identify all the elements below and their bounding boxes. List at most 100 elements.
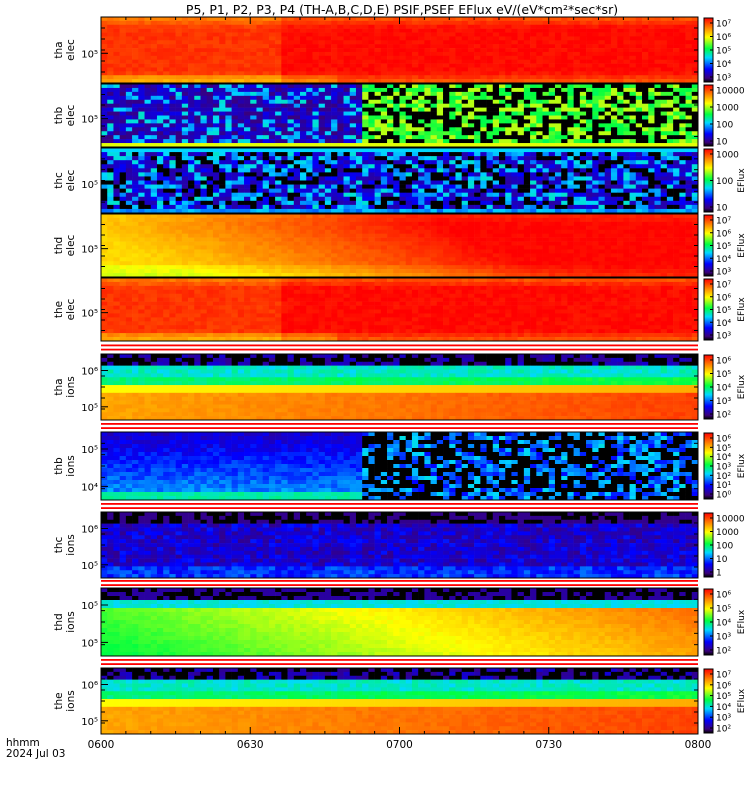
heatmap-cell [586,59,593,64]
heatmap-cell [542,139,550,144]
heatmap-cell [579,184,587,189]
heatmap-cell [617,115,624,120]
heatmap-cell [411,28,419,33]
heatmap-cell [237,51,245,57]
heatmap-cell [685,20,693,26]
heatmap-cell [281,156,288,161]
heatmap-cell [113,48,120,53]
heatmap-cell [561,20,568,26]
heatmap-cell [573,91,581,97]
heatmap-cell [617,17,624,22]
heatmap-cell [505,71,512,76]
heatmap-cell [660,160,668,165]
heatmap-cell [212,172,220,177]
heatmap-cell [411,184,419,189]
heatmap-cell [536,180,543,185]
heatmap-cell [293,55,301,60]
heatmap-cell [455,17,462,22]
heatmap-cell [113,217,120,223]
heatmap-cell [629,36,637,41]
heatmap-cell [474,176,481,181]
heatmap-cell [505,208,512,214]
heatmap-cell [436,119,444,124]
heatmap-cell [430,36,438,41]
heatmap-cell [505,156,512,161]
heatmap-cell [673,135,680,140]
heatmap-cell [355,59,363,64]
heatmap-cell [567,79,574,84]
heatmap-cell [648,131,655,136]
heatmap-cell [666,152,674,157]
heatmap-cell [256,71,263,76]
heatmap-cell [660,91,668,97]
heatmap-cell [144,119,152,124]
heatmap-cell [306,79,313,84]
heatmap-cell [206,17,214,22]
heatmap-cell [523,217,531,223]
heatmap-cell [666,99,674,104]
heatmap-cell [380,84,388,89]
heatmap-cell [256,84,263,89]
heatmap-cell [673,168,680,173]
heatmap-cell [380,71,388,76]
heatmap-cell [194,156,201,161]
heatmap-cell [474,107,481,112]
heatmap-cell [237,214,245,219]
heatmap-cell [355,214,363,219]
heatmap-cell [449,214,456,219]
heatmap-cell [648,87,655,93]
heatmap-cell [256,139,263,144]
heatmap-cell [374,107,382,112]
heatmap-cell [281,103,288,108]
heatmap-cell [262,36,270,41]
heatmap-cell [231,99,239,104]
heatmap-cell [561,184,568,189]
heatmap-cell [480,59,487,64]
heatmap-cell [219,168,226,173]
heatmap-cell [113,17,120,22]
heatmap-cell [380,208,388,214]
heatmap-cell [262,17,270,22]
heatmap-cell [592,214,599,219]
heatmap-cell [505,168,512,173]
heatmap-cell [268,103,276,108]
heatmap-cell [461,204,469,210]
heatmap-cell [231,208,239,214]
heatmap-cell [393,160,400,165]
heatmap-cell [486,71,494,76]
heatmap-cell [101,63,108,68]
heatmap-cell [244,87,251,93]
heatmap-cell [231,67,239,72]
heatmap-cell [660,131,668,136]
heatmap-cell [144,214,152,219]
heatmap-cell [486,214,494,219]
heatmap-cell [623,91,630,97]
heatmap-cell [517,28,525,33]
heatmap-cell [393,17,400,22]
heatmap-cell [125,156,133,161]
heatmap-cell [517,24,525,29]
heatmap-cell [443,196,450,202]
heatmap-cell [181,214,189,219]
heatmap-cell [536,196,543,202]
heatmap-cell [660,127,668,132]
heatmap-cell [648,63,655,68]
heatmap-cell [107,91,114,97]
heatmap-cell [648,127,655,132]
heatmap-cell [436,123,444,128]
heatmap-cell [324,40,332,45]
heatmap-cell [132,75,139,80]
heatmap-cell [579,99,587,104]
heatmap-cell [163,196,170,202]
heatmap-cell [125,135,133,140]
heatmap-cell [237,217,245,223]
heatmap-cell [107,55,114,60]
heatmap-cell [163,55,170,60]
heatmap-cell [318,204,326,210]
heatmap-cell [107,160,114,165]
heatmap-cell [188,111,195,116]
heatmap-cell [150,208,158,214]
heatmap-cell [654,103,661,108]
heatmap-cell [119,71,127,76]
heatmap-cell [536,32,543,37]
